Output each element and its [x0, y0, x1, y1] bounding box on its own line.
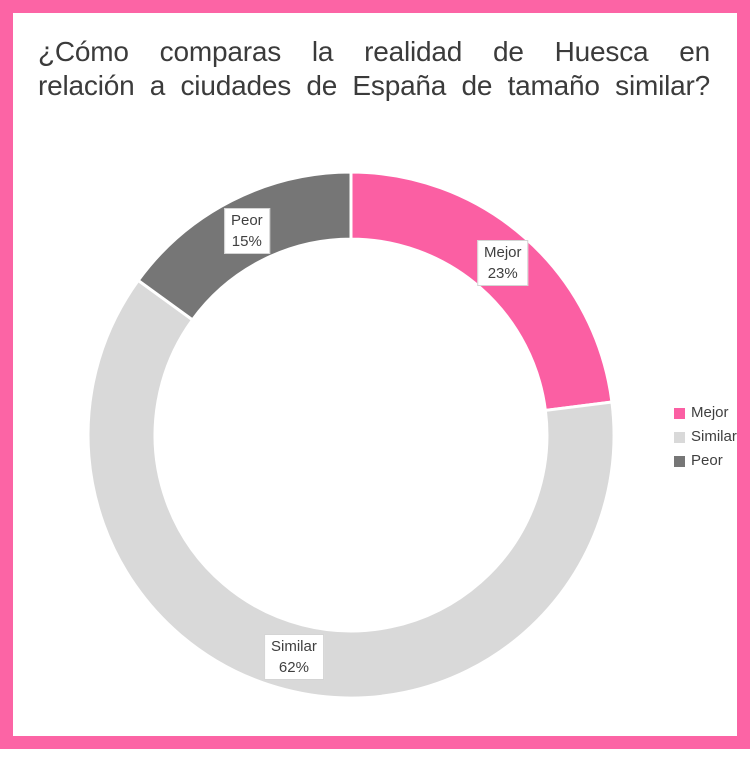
legend-swatch-icon [674, 407, 685, 419]
legend-label: Peor [691, 452, 723, 469]
chart-title: ¿Cómo comparas la realidad de Huesca en … [38, 35, 710, 103]
legend-item-similar[interactable]: Similar [674, 429, 737, 445]
legend-swatch-icon [674, 431, 685, 443]
legend-item-mejor[interactable]: Mejor [674, 405, 737, 421]
donut-chart-svg [86, 170, 616, 700]
legend-swatch-icon [674, 455, 685, 467]
slice-mejor[interactable] [349, 170, 614, 413]
legend: Mejor Similar Peor [674, 405, 737, 477]
legend-label: Similar [691, 428, 737, 445]
chart-title-line-1: ¿Cómo comparas la realidad de Huesca en [38, 36, 710, 67]
legend-label: Mejor [691, 404, 729, 421]
legend-item-peor[interactable]: Peor [674, 453, 737, 469]
chart-title-line-2: relación a ciudades de España de tamaño … [38, 70, 710, 101]
slice-similar[interactable] [86, 278, 616, 700]
slice-peor[interactable] [136, 170, 353, 322]
